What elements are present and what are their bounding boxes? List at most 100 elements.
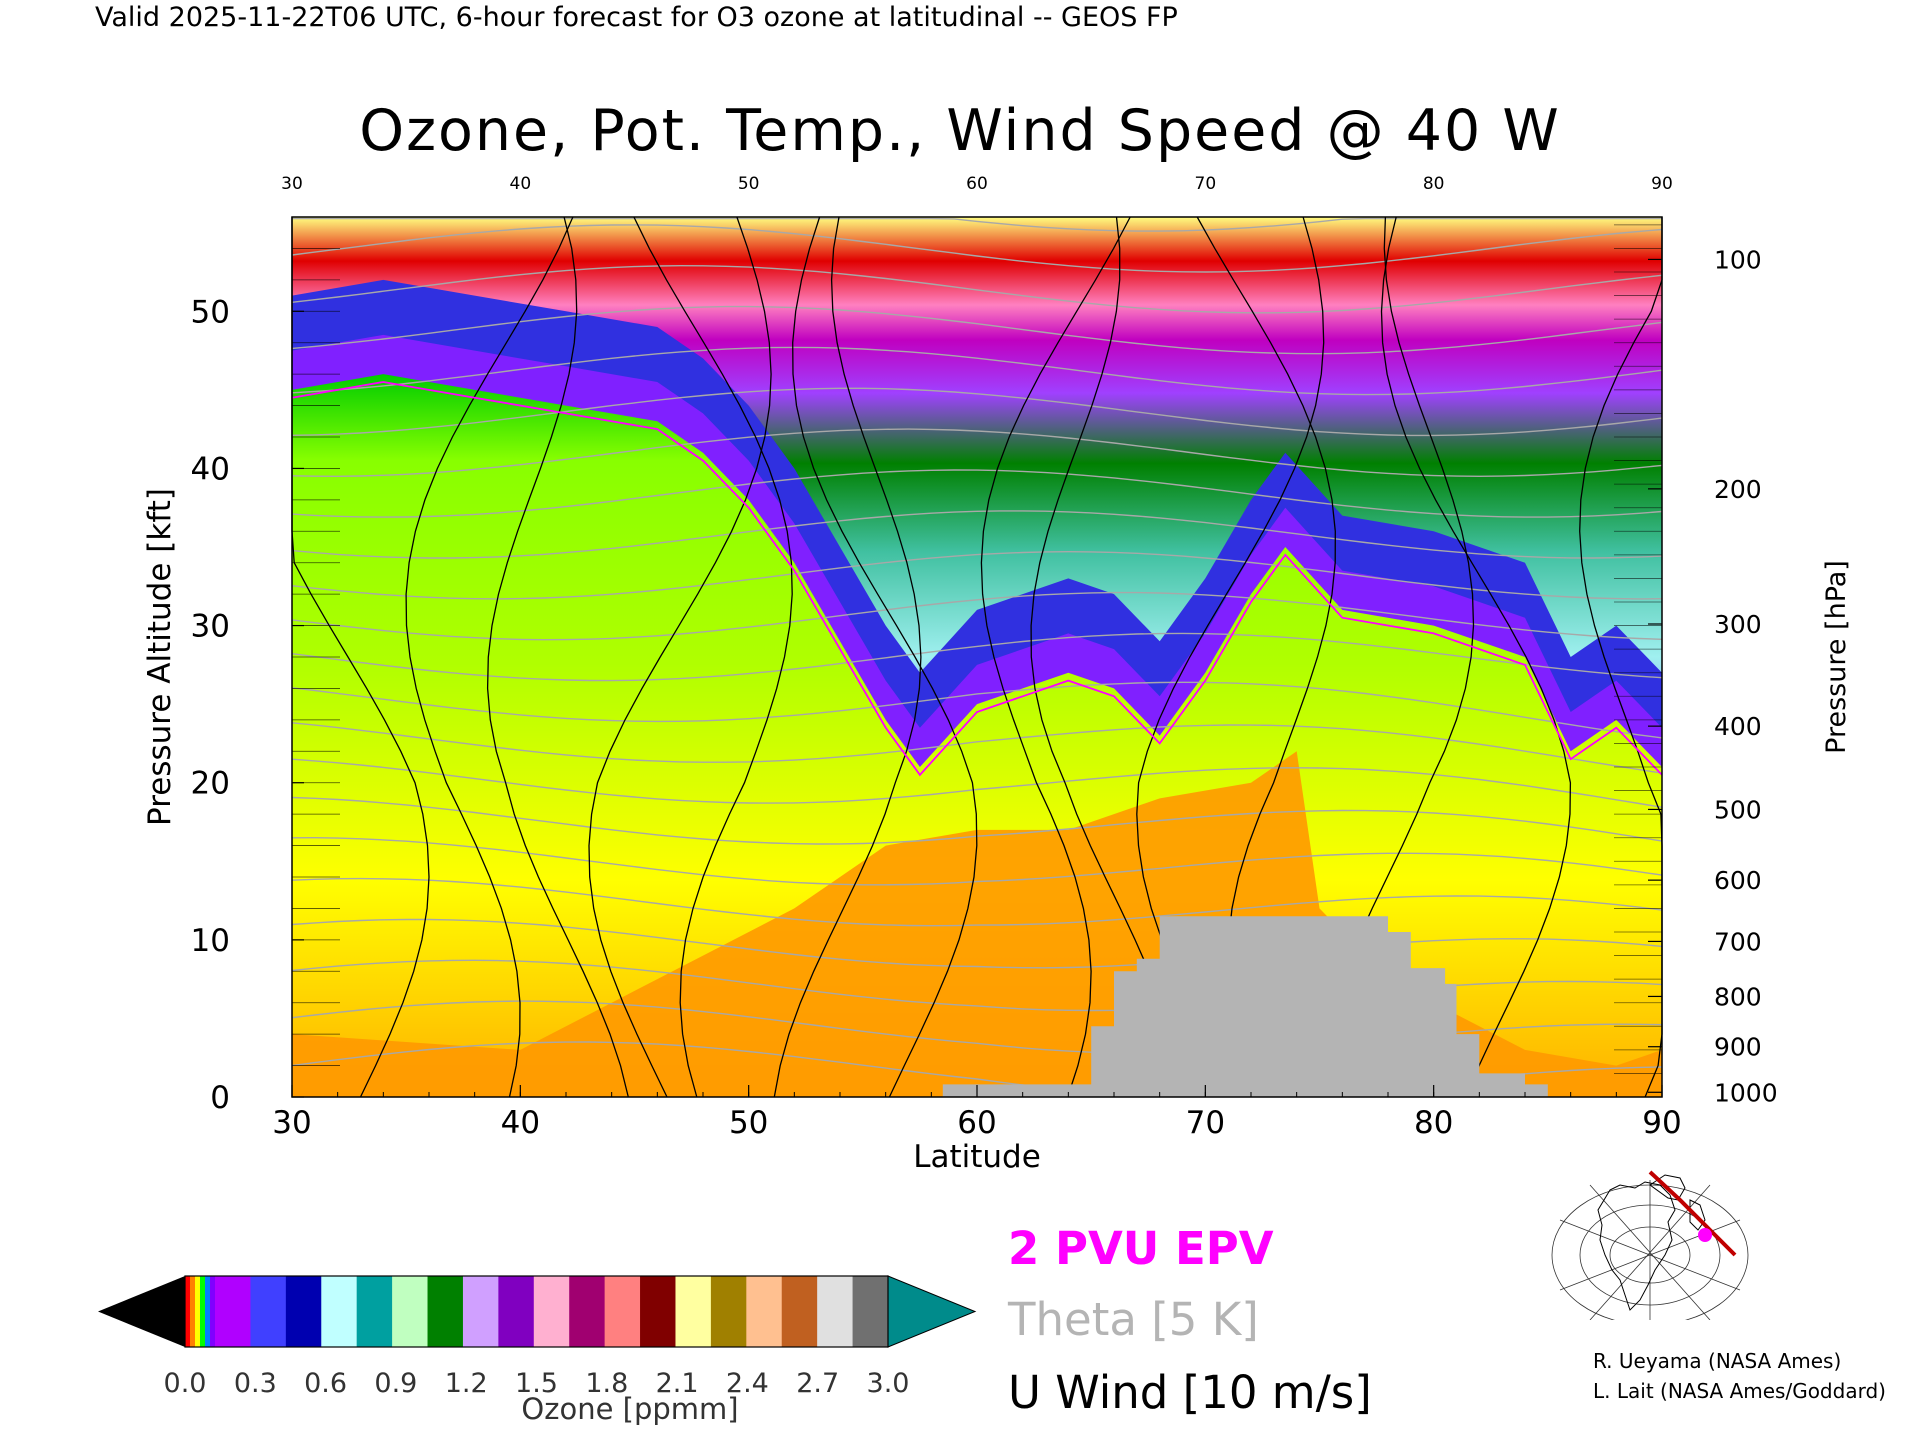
pressure-tick-label: 400 bbox=[1714, 712, 1762, 741]
colorbar-tick-label: 2.4 bbox=[726, 1368, 769, 1399]
colorbar-label: Ozone [ppmm] bbox=[521, 1392, 739, 1426]
colorbar-frame bbox=[184, 1275, 889, 1348]
locator-map-icon bbox=[1551, 1170, 1749, 1320]
theta-contour bbox=[291, 305, 1663, 355]
u-wind-contour bbox=[980, 216, 1131, 1098]
pressure-tick-label: 200 bbox=[1714, 475, 1762, 504]
u-wind-contour bbox=[486, 216, 629, 1098]
terrain-mask bbox=[942, 916, 1548, 1097]
y-tick-label: 0 bbox=[210, 1080, 230, 1116]
colorbar-tick-label: 0.0 bbox=[164, 1368, 207, 1399]
colorbar-segment bbox=[498, 1276, 535, 1347]
theta-contour bbox=[291, 550, 1663, 600]
y-tick-label: 20 bbox=[191, 766, 230, 802]
forecast-header: Valid 2025-11-22T06 UTC, 6-hour forecast… bbox=[95, 2, 1178, 33]
colorbar-tick-label: 1.5 bbox=[515, 1368, 558, 1399]
x-top-tick-label: 70 bbox=[1195, 174, 1217, 194]
colorbar-segment bbox=[569, 1276, 606, 1347]
x-top-tick-label: 40 bbox=[510, 174, 532, 194]
u-wind-contour bbox=[1380, 216, 1572, 1098]
colorbar-tick-label: 2.1 bbox=[656, 1368, 699, 1399]
pressure-tick-label: 700 bbox=[1714, 927, 1762, 956]
y-tick-label: 40 bbox=[191, 451, 230, 487]
legend-theta: Theta [5 K] bbox=[1008, 1293, 1259, 1346]
theta-contour bbox=[291, 591, 1663, 641]
colorbar-segment bbox=[195, 1276, 200, 1347]
theta-contour bbox=[291, 387, 1663, 437]
u-wind-contour bbox=[405, 216, 574, 1098]
colorbar-segment bbox=[675, 1276, 712, 1347]
theta-contour bbox=[291, 681, 1663, 739]
u-wind-contour bbox=[588, 216, 772, 1098]
theta-contour bbox=[291, 224, 1663, 273]
pressure-tick-label: 600 bbox=[1714, 866, 1762, 895]
colorbar-segment bbox=[356, 1276, 393, 1347]
u-wind-contour bbox=[773, 216, 922, 1098]
colorbar-segment bbox=[604, 1276, 641, 1347]
colorbar-segment bbox=[462, 1276, 499, 1347]
colorbar-tick-label: 1.2 bbox=[445, 1368, 488, 1399]
x-tick-label: 80 bbox=[1414, 1105, 1453, 1141]
legend-wind: U Wind [10 m/s] bbox=[1008, 1366, 1372, 1419]
colorbar-segment bbox=[710, 1276, 747, 1347]
x-axis-label: Latitude bbox=[913, 1139, 1041, 1175]
x-top-tick-label: 80 bbox=[1423, 174, 1445, 194]
theta-contour bbox=[291, 722, 1663, 774]
pressure-tick-label: 500 bbox=[1714, 795, 1762, 824]
pressure-tick-label: 800 bbox=[1714, 982, 1762, 1011]
colorbar-tick-label: 0.9 bbox=[374, 1368, 417, 1399]
colorbar-segment bbox=[190, 1276, 195, 1347]
epv-contour bbox=[291, 381, 1663, 777]
colorbar-tick-label: 1.8 bbox=[585, 1368, 628, 1399]
colorbar-segment bbox=[817, 1276, 854, 1347]
theta-contour bbox=[291, 469, 1663, 518]
pressure-tick-label: 1000 bbox=[1714, 1078, 1778, 1107]
u-wind-contour bbox=[792, 216, 978, 1098]
colorbar-segment bbox=[205, 1276, 210, 1347]
pressure-tick-label: 300 bbox=[1714, 610, 1762, 639]
pressure-tick-label: 900 bbox=[1714, 1033, 1762, 1062]
colorbar-max-arrow bbox=[887, 1275, 977, 1348]
y2-axis-label: Pressure [hPa] bbox=[1821, 560, 1852, 754]
colorbar-segment bbox=[746, 1276, 783, 1347]
x-tick-label: 70 bbox=[1186, 1105, 1225, 1141]
colorbar-segment bbox=[185, 1276, 190, 1347]
pressure-tick-label: 100 bbox=[1714, 245, 1762, 274]
theta-contour bbox=[291, 836, 1663, 886]
colorbar-tick-label: 2.7 bbox=[796, 1368, 839, 1399]
colorbar-segment bbox=[852, 1276, 889, 1347]
colorbar-segment bbox=[321, 1276, 358, 1347]
colorbar-min-arrow bbox=[98, 1276, 185, 1347]
legend-epv: 2 PVU EPV bbox=[1008, 1222, 1274, 1275]
colorbar-segment bbox=[781, 1276, 818, 1347]
colorbar-segment bbox=[200, 1276, 205, 1347]
colorbar-segment bbox=[533, 1276, 570, 1347]
y-tick-label: 10 bbox=[191, 923, 230, 959]
credit-author-2: L. Lait (NASA Ames/Goddard) bbox=[1593, 1379, 1886, 1403]
theta-contour bbox=[291, 877, 1663, 927]
colorbar-segment bbox=[250, 1276, 287, 1347]
x-top-tick-label: 90 bbox=[1651, 174, 1673, 194]
colorbar-tick-label: 0.6 bbox=[304, 1368, 347, 1399]
theta-contour bbox=[291, 428, 1663, 478]
x-top-tick-label: 50 bbox=[738, 174, 760, 194]
x-tick-label: 30 bbox=[272, 1105, 311, 1141]
colorbar-tick-label: 0.3 bbox=[234, 1368, 277, 1399]
x-tick-label: 60 bbox=[957, 1105, 996, 1141]
x-tick-label: 90 bbox=[1642, 1105, 1681, 1141]
theta-contour bbox=[291, 264, 1663, 314]
colorbar-segment bbox=[215, 1276, 251, 1347]
x-top-tick-label: 60 bbox=[966, 174, 988, 194]
credit-author-1: R. Ueyama (NASA Ames) bbox=[1593, 1349, 1842, 1373]
theta-contour bbox=[291, 346, 1663, 396]
theta-contour bbox=[291, 632, 1663, 682]
x-tick-label: 50 bbox=[729, 1105, 768, 1141]
chart-title: Ozone, Pot. Temp., Wind Speed @ 40 W bbox=[359, 98, 1561, 164]
x-top-tick-label: 30 bbox=[281, 174, 303, 194]
theta-contour bbox=[292, 217, 1662, 232]
theta-contour bbox=[291, 510, 1663, 559]
x-tick-label: 40 bbox=[501, 1105, 540, 1141]
colorbar-segment bbox=[640, 1276, 676, 1347]
u-wind-contour bbox=[1030, 216, 1183, 1098]
